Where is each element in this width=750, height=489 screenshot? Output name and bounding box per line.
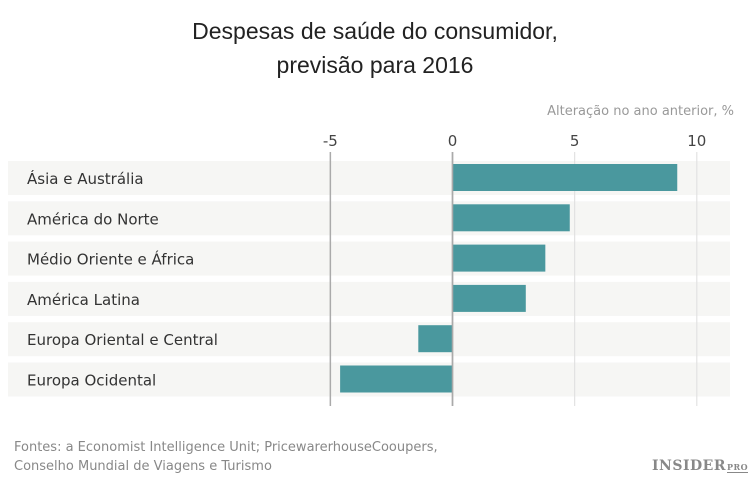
bar [452,244,546,272]
title-line-2: previsão para 2016 [276,52,474,78]
tick-label: 10 [687,132,706,150]
row-band [8,241,730,276]
logo-main: INSIDER [652,458,726,474]
tick-label: 5 [570,132,580,150]
row-band [8,322,730,357]
bar [452,204,570,232]
row-band [8,201,730,236]
category-label: Ásia e Austrália [27,169,144,188]
logo-sub: PRO [726,462,749,473]
category-label: América do Norte [27,210,159,228]
chart-title: Despesas de saúde do consumidor, previsã… [0,14,750,82]
bar [452,284,526,312]
source-note: Fontes: a Economist Intelligence Unit; P… [14,438,438,476]
bar [340,365,453,393]
row-band [8,281,730,316]
category-label: Europa Oriental e Central [27,331,218,349]
insider-pro-logo: INSIDERPRO [652,458,749,474]
tick-label: -5 [323,132,338,150]
category-label: Europa Ocidental [27,372,156,390]
tick-label: 0 [448,132,458,150]
title-line-1: Despesas de saúde do consumidor, [192,18,558,44]
source-line-2: Conselho Mundial de Viagens e Turismo [14,459,272,474]
axis-label: Alteração no ano anterior, % [547,104,734,119]
category-label: Médio Oriente e África [27,250,194,269]
category-label: América Latina [27,291,140,309]
source-line-1: Fontes: a Economist Intelligence Unit; P… [14,440,438,455]
bar [452,164,678,191]
bar [418,325,453,353]
